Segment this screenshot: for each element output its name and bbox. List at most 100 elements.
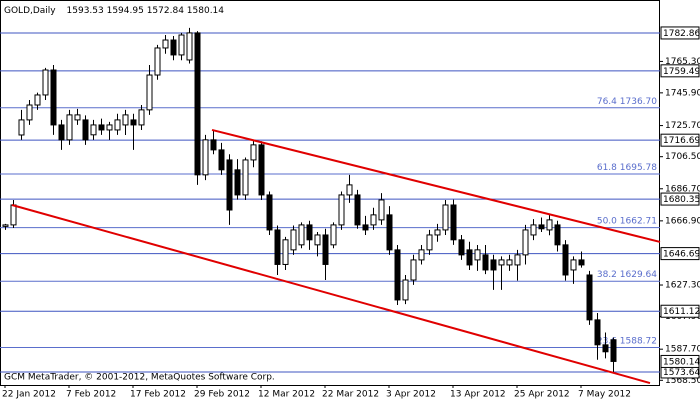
candle-body	[530, 224, 537, 236]
level-label: 1611.12	[663, 307, 700, 317]
candle-body	[322, 234, 329, 265]
candle-body	[482, 254, 489, 271]
candle-body	[506, 259, 513, 266]
candle-body	[106, 124, 113, 131]
candle-body	[442, 204, 449, 231]
fibo-label: 76.4 1736.70	[597, 96, 657, 106]
candle-body	[210, 139, 217, 151]
candle-body	[354, 194, 361, 226]
x-tick-label: 22 Mar 2012	[322, 390, 379, 400]
level-label: 1782.86	[663, 29, 700, 39]
chart-title: GOLD,Daily 1593.53 1594.95 1572.84 1580.…	[4, 6, 224, 16]
candle-body	[82, 119, 89, 141]
candle-body	[154, 47, 161, 76]
candle-body	[538, 224, 545, 230]
candle-body	[370, 214, 377, 226]
level-label: 1646.69	[663, 250, 700, 260]
x-tick-label: 22 Jan 2012	[2, 390, 56, 400]
x-tick-label: 29 Feb 2012	[194, 390, 250, 400]
candle-body	[458, 239, 465, 256]
candle-body	[290, 229, 297, 251]
candle-body	[34, 94, 41, 106]
ohlc-open: 1593.53	[67, 6, 104, 16]
candle-body	[202, 139, 209, 176]
candle-body	[26, 104, 33, 121]
y-axis-band-cover	[661, 386, 700, 402]
candle-body	[170, 39, 177, 56]
candle-body	[18, 119, 25, 136]
candle-body	[514, 254, 521, 266]
candle-body	[426, 234, 433, 251]
fibo-ratio: 38.2	[597, 270, 617, 280]
candle-body	[306, 224, 313, 241]
level-label-box	[660, 192, 700, 206]
current-price-label-box	[660, 354, 700, 368]
candle-body	[546, 219, 553, 231]
candle-body	[114, 119, 121, 131]
trendline	[211, 128, 661, 243]
level-label-box	[660, 26, 700, 40]
candle-body	[274, 229, 281, 265]
current-price-label: 1580.14	[663, 357, 700, 367]
candle-body	[226, 159, 233, 211]
candle-body	[282, 239, 289, 265]
candle-body	[586, 274, 593, 321]
ohlc-low: 1572.84	[147, 6, 184, 16]
candle-body	[362, 224, 369, 231]
candle-body	[178, 34, 185, 56]
y-tick-label: 1745.90	[665, 88, 700, 98]
candle-body	[594, 319, 601, 346]
candle-body	[346, 184, 353, 196]
fibo-label: 61.8 1695.78	[597, 163, 657, 173]
candle-body	[394, 249, 401, 301]
candle-body	[234, 169, 241, 196]
candle-body	[402, 279, 409, 301]
level-label-box	[660, 133, 700, 147]
candle-body	[610, 339, 617, 362]
candle-body	[410, 259, 417, 281]
candle-body	[66, 114, 73, 141]
y-tick-label: 1686.70	[665, 184, 700, 194]
fibo-ratio: 23.6	[597, 336, 617, 346]
plot-frame	[0, 0, 660, 386]
level-label: 1759.49	[663, 67, 700, 77]
candle-body	[138, 109, 145, 126]
fibo-value: 1588.72	[620, 336, 657, 346]
candle-body	[42, 69, 49, 96]
candle-body	[386, 214, 393, 251]
y-tick-label: 1706.50	[665, 152, 700, 162]
candle-body	[146, 74, 153, 111]
candle-body	[218, 149, 225, 171]
candle-body	[554, 224, 561, 246]
candle-body	[602, 344, 609, 353]
fibo-value: 1662.71	[620, 216, 657, 226]
level-label: 1716.69	[663, 136, 700, 146]
candle-body	[466, 249, 473, 266]
fibo-value: 1629.64	[620, 270, 657, 280]
candle-body	[98, 124, 105, 131]
candle-body	[474, 249, 481, 261]
x-tick-label: 7 May 2012	[578, 390, 631, 400]
fibo-ratio: 50.0	[597, 216, 617, 226]
y-tick-label: 1765.30	[665, 57, 700, 67]
candle-body	[266, 194, 273, 231]
candle-body	[378, 199, 385, 221]
fibo-ratio: 61.8	[597, 163, 617, 173]
x-tick-label: 7 Feb 2012	[66, 390, 116, 400]
candle-body	[562, 244, 569, 276]
fibo-value: 1695.78	[620, 163, 657, 173]
candle-body	[522, 229, 529, 256]
candle-body	[58, 124, 65, 141]
ohlc-close: 1580.14	[187, 6, 224, 16]
candle-body	[74, 114, 81, 121]
candle-body	[498, 259, 505, 266]
ohlc-high: 1594.95	[107, 6, 144, 16]
level-label-box	[660, 64, 700, 78]
candle-body	[570, 259, 577, 271]
candle-body	[90, 124, 97, 136]
fibo-value: 1736.70	[620, 96, 657, 106]
x-tick-label: 13 Apr 2012	[450, 390, 506, 400]
level-label-box	[660, 247, 700, 261]
fibo-label: 23.6 1588.72	[597, 336, 657, 346]
